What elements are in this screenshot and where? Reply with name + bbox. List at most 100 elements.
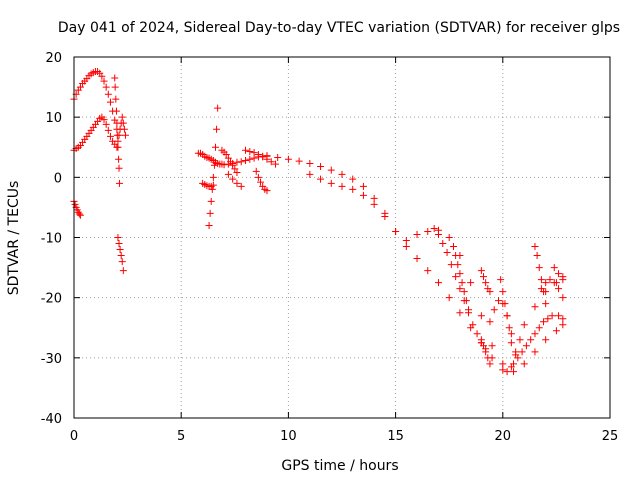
data-point [209, 181, 217, 189]
data-point [445, 294, 453, 302]
data-point [112, 107, 120, 115]
data-point [246, 155, 254, 163]
data-point [501, 300, 509, 308]
data-point [510, 368, 518, 376]
series-track-11 [242, 146, 280, 168]
x-tick-label: 0 [70, 429, 78, 444]
data-point [284, 155, 292, 163]
x-tick-label: 20 [495, 429, 512, 444]
data-point [206, 209, 214, 217]
data-point [359, 182, 367, 190]
data-point [114, 137, 122, 145]
data-point [254, 150, 262, 158]
data-point [327, 166, 335, 174]
data-point [119, 267, 127, 275]
data-point [443, 249, 451, 257]
series-track-01 [70, 67, 121, 133]
data-point [102, 120, 110, 128]
data-point [111, 83, 119, 91]
data-point [112, 95, 120, 103]
data-point [430, 224, 438, 232]
data-point [114, 143, 122, 151]
data-point [115, 179, 123, 187]
data-point [120, 125, 128, 133]
x-axis-label: GPS time / hours [281, 458, 398, 474]
y-axis-label: SDTVAR / TECUs [6, 181, 22, 296]
data-point [531, 243, 539, 251]
data-point [121, 131, 129, 139]
data-point [338, 182, 346, 190]
y-tick-label: 0 [54, 171, 62, 186]
data-point [480, 342, 488, 350]
data-point [115, 155, 123, 163]
data-point [267, 158, 275, 166]
data-point [454, 261, 462, 269]
data-point [537, 276, 545, 284]
data-point [317, 163, 325, 171]
series-track-21 [497, 276, 515, 347]
data-point [555, 312, 563, 320]
data-point [477, 312, 485, 320]
data-point [559, 294, 567, 302]
data-point [274, 153, 282, 161]
series-track-19 [477, 336, 494, 368]
data-point [505, 324, 513, 332]
data-point [514, 354, 522, 362]
data-point [402, 237, 410, 245]
data-point [306, 159, 314, 167]
series-track-08 [205, 104, 222, 229]
data-point [210, 161, 218, 169]
data-point [118, 113, 126, 121]
data-point [522, 342, 530, 350]
data-point [402, 243, 410, 251]
data-point [462, 297, 470, 305]
data-point [338, 170, 346, 178]
series-track-18 [477, 267, 494, 296]
data-point [456, 270, 464, 278]
data-point [499, 360, 507, 368]
data-point [208, 185, 216, 193]
data-point [306, 170, 314, 178]
y-tick-label: 20 [45, 51, 62, 66]
data-point [118, 258, 126, 266]
axes: 0 5 10 15 20 25 -40 -30 -20 -10 0 10 20 [41, 51, 619, 444]
series-track-25 [550, 264, 567, 284]
data-point [104, 126, 112, 134]
data-point [370, 194, 378, 202]
data-point [540, 318, 548, 326]
data-point [102, 83, 110, 91]
data-point [542, 300, 550, 308]
y-tick-label: 10 [45, 111, 62, 126]
series-track-13 [224, 170, 245, 190]
data-point [456, 285, 464, 293]
y-tick-label: -40 [41, 412, 62, 427]
series-track-09 [199, 179, 217, 190]
data-point [115, 240, 123, 248]
data-point [295, 157, 303, 165]
data-point [531, 348, 539, 356]
data-point [76, 211, 84, 219]
data-point [424, 227, 432, 235]
data-point [531, 330, 539, 338]
data-point [214, 104, 222, 112]
data-point [486, 360, 494, 368]
data-point [527, 336, 535, 344]
data-point [413, 230, 421, 238]
data-point [100, 77, 108, 85]
data-point [467, 279, 475, 287]
data-point [473, 330, 481, 338]
data-point [490, 306, 498, 314]
data-point [507, 339, 515, 347]
data-point [231, 165, 239, 173]
data-point [542, 279, 550, 287]
series-track-17 [449, 243, 472, 314]
data-point [257, 178, 265, 186]
series-track-26 [555, 312, 567, 323]
data-point [555, 285, 563, 293]
data-point [456, 309, 464, 317]
data-point [263, 152, 271, 160]
y-tick-label: -30 [41, 352, 62, 367]
series-track-24 [510, 312, 556, 368]
data-point [259, 153, 267, 161]
data-point [486, 288, 494, 296]
